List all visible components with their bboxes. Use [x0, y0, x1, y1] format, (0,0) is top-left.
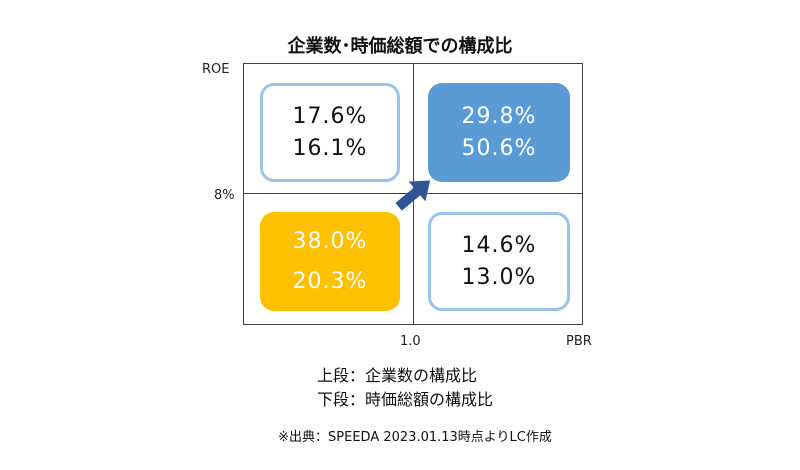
x-axis-label: PBR: [566, 334, 592, 349]
quadrant-bottom-right: 14.6% 13.0%: [428, 212, 570, 311]
quadrant-top-right: 29.8% 50.6%: [428, 83, 570, 182]
quadrant-bottom-right-upper-value: 14.6%: [461, 232, 537, 258]
quadrant-top-left-lower-value: 16.1%: [292, 135, 368, 161]
quadrant-top-right-lower-value: 50.6%: [461, 135, 537, 161]
quadrant-bottom-left: 38.0% 20.3%: [260, 212, 400, 311]
quadrant-bottom-right-lower-value: 13.0%: [461, 264, 537, 290]
x-threshold-label: 1.0: [400, 334, 421, 349]
legend-lower-row: 下段：時価総額の構成比: [317, 390, 494, 409]
quadrant-bottom-left-upper-value: 38.0%: [292, 228, 368, 254]
y-axis-label: ROE: [202, 62, 230, 77]
quadrant-top-left-upper-value: 17.6%: [292, 103, 368, 129]
source-note: ※出典：SPEEDA 2023.01.13時点よりLC作成: [278, 430, 552, 445]
arrow-up-right-icon: [395, 180, 431, 211]
y-threshold-label: 8%: [214, 188, 235, 203]
quadrant-top-right-upper-value: 29.8%: [461, 103, 537, 129]
quadrant-top-left: 17.6% 16.1%: [260, 83, 400, 182]
chart-title: 企業数･時価総額での構成比: [287, 36, 513, 57]
legend-upper-row: 上段：企業数の構成比: [317, 366, 478, 385]
quadrant-bottom-left-lower-value: 20.3%: [292, 268, 368, 294]
